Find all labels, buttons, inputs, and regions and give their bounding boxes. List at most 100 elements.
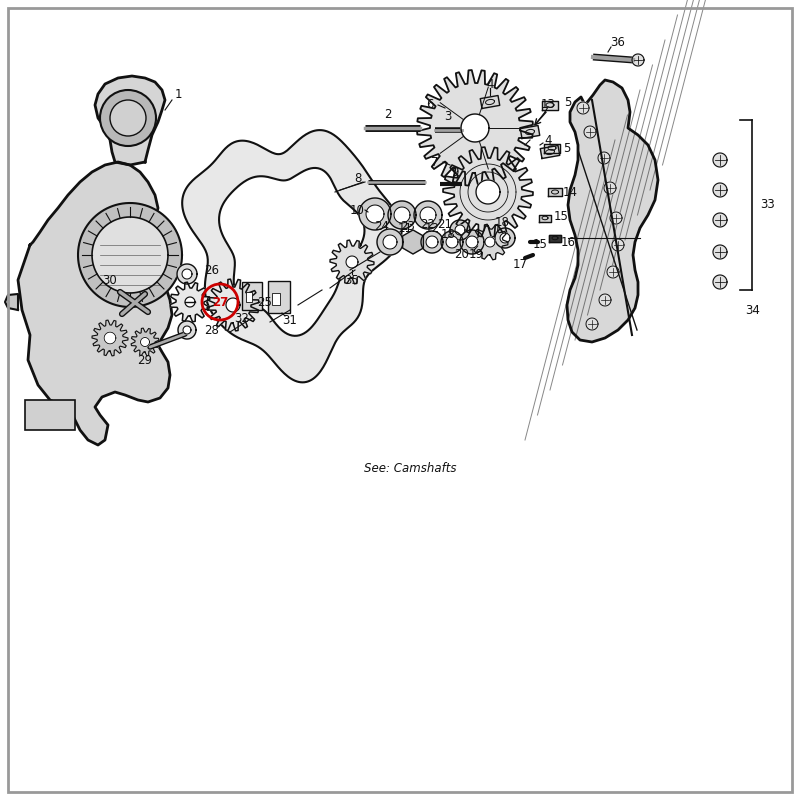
Text: 18: 18 (494, 215, 510, 229)
Polygon shape (485, 237, 495, 247)
Text: 34: 34 (746, 303, 761, 317)
Polygon shape (170, 282, 210, 322)
Text: 4: 4 (544, 134, 552, 146)
Polygon shape (441, 231, 463, 253)
Text: 1: 1 (174, 87, 182, 101)
Text: 15: 15 (554, 210, 569, 222)
Text: 7: 7 (431, 155, 438, 169)
Text: 8: 8 (354, 171, 362, 185)
Polygon shape (104, 332, 116, 344)
Polygon shape (346, 256, 358, 268)
Text: 3: 3 (444, 110, 452, 122)
Text: 33: 33 (761, 198, 775, 211)
Text: 14: 14 (562, 186, 578, 198)
Polygon shape (92, 320, 128, 356)
Text: See: Camshafts: See: Camshafts (364, 462, 457, 474)
Polygon shape (460, 230, 484, 254)
Text: 29: 29 (138, 354, 153, 366)
Text: 28: 28 (205, 323, 219, 337)
Text: 30: 30 (102, 274, 118, 286)
Text: 23: 23 (401, 219, 415, 233)
Polygon shape (599, 294, 611, 306)
Polygon shape (586, 318, 598, 330)
Text: 24: 24 (374, 219, 390, 233)
Polygon shape (476, 180, 500, 204)
Polygon shape (450, 220, 470, 240)
Text: 35: 35 (345, 274, 359, 286)
Text: 32: 32 (234, 311, 250, 325)
Polygon shape (185, 297, 195, 307)
Polygon shape (219, 168, 365, 336)
Polygon shape (394, 207, 410, 223)
Polygon shape (713, 213, 727, 227)
Text: 6: 6 (426, 98, 434, 111)
Polygon shape (544, 143, 560, 153)
Polygon shape (330, 240, 374, 284)
Text: 2: 2 (384, 107, 392, 121)
Bar (242, 282, 262, 310)
Text: 11: 11 (398, 222, 413, 234)
Polygon shape (540, 146, 560, 158)
Polygon shape (598, 152, 610, 164)
Text: 22: 22 (421, 218, 435, 231)
Polygon shape (377, 229, 403, 255)
Polygon shape (480, 95, 500, 109)
Polygon shape (713, 275, 727, 289)
Bar (25, 400, 75, 430)
Text: 36: 36 (610, 35, 626, 49)
Polygon shape (141, 338, 150, 346)
Polygon shape (182, 269, 192, 279)
Text: 5: 5 (563, 142, 570, 154)
Text: 31: 31 (282, 314, 298, 327)
Text: 10: 10 (350, 203, 365, 217)
Polygon shape (359, 198, 391, 230)
Polygon shape (366, 205, 384, 223)
Polygon shape (713, 245, 727, 259)
Polygon shape (607, 266, 619, 278)
Polygon shape (548, 188, 562, 196)
Text: 17: 17 (513, 258, 527, 270)
Polygon shape (567, 80, 658, 342)
Polygon shape (446, 236, 458, 248)
Bar (272, 293, 280, 305)
Polygon shape (612, 239, 624, 251)
Polygon shape (78, 203, 182, 307)
Text: 21: 21 (438, 218, 453, 231)
Polygon shape (542, 101, 558, 110)
Polygon shape (604, 182, 616, 194)
Polygon shape (443, 147, 533, 237)
Polygon shape (177, 264, 197, 284)
Polygon shape (131, 328, 159, 356)
Polygon shape (402, 230, 423, 254)
Polygon shape (388, 201, 416, 229)
Polygon shape (632, 54, 644, 66)
Polygon shape (178, 321, 196, 339)
Polygon shape (5, 294, 18, 310)
Polygon shape (414, 201, 442, 229)
Polygon shape (539, 214, 551, 222)
Polygon shape (461, 114, 489, 142)
Text: 27: 27 (212, 295, 228, 309)
Polygon shape (426, 236, 438, 248)
Polygon shape (417, 70, 533, 186)
Polygon shape (584, 126, 596, 138)
Text: 16: 16 (561, 235, 575, 249)
Text: 12: 12 (425, 222, 439, 234)
Text: 20: 20 (454, 249, 470, 262)
Polygon shape (466, 236, 478, 248)
Text: 5: 5 (564, 95, 572, 109)
Polygon shape (421, 231, 443, 253)
Polygon shape (18, 162, 172, 445)
Polygon shape (95, 76, 165, 165)
Polygon shape (183, 326, 191, 334)
Polygon shape (495, 228, 515, 248)
Polygon shape (713, 153, 727, 167)
Polygon shape (182, 130, 402, 382)
Polygon shape (92, 217, 168, 293)
Text: 25: 25 (258, 295, 273, 309)
Polygon shape (420, 207, 436, 223)
Polygon shape (226, 298, 240, 312)
Polygon shape (610, 212, 622, 224)
Polygon shape (207, 279, 259, 331)
Text: 19: 19 (469, 249, 483, 262)
